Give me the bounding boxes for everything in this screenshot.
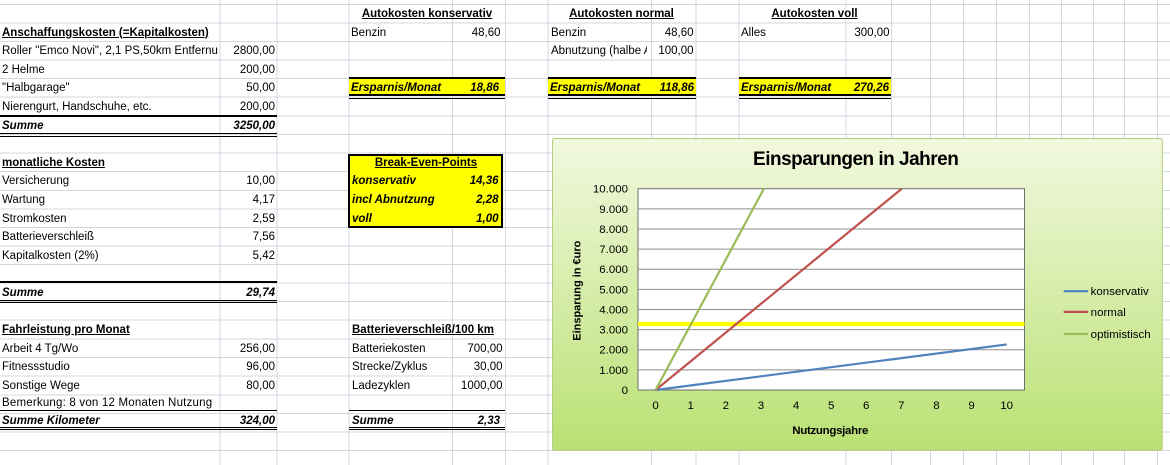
svg-text:Einsparungen in Jahren: Einsparungen in Jahren bbox=[753, 149, 958, 170]
svg-text:6: 6 bbox=[863, 400, 869, 412]
svg-text:9.000: 9.000 bbox=[599, 204, 628, 216]
svg-text:normal: normal bbox=[1090, 307, 1125, 319]
svg-text:3: 3 bbox=[758, 400, 764, 412]
svg-text:4: 4 bbox=[793, 400, 800, 412]
svg-text:5: 5 bbox=[828, 400, 834, 412]
svg-text:1: 1 bbox=[687, 400, 693, 412]
svg-text:2.000: 2.000 bbox=[599, 345, 628, 357]
svg-text:10: 10 bbox=[1000, 400, 1013, 412]
svg-text:optimistisch: optimistisch bbox=[1090, 329, 1150, 341]
svg-text:Einsparung in €uro: Einsparung in €uro bbox=[572, 241, 584, 341]
svg-text:3.000: 3.000 bbox=[599, 325, 628, 337]
svg-text:konservativ: konservativ bbox=[1090, 286, 1148, 298]
svg-text:6.000: 6.000 bbox=[599, 265, 628, 277]
svg-text:2: 2 bbox=[722, 400, 728, 412]
svg-text:9: 9 bbox=[968, 400, 974, 412]
svg-text:7: 7 bbox=[898, 400, 904, 412]
svg-text:8: 8 bbox=[933, 400, 939, 412]
svg-text:0: 0 bbox=[621, 385, 627, 397]
svg-text:1.000: 1.000 bbox=[599, 365, 628, 377]
svg-text:Nutzungsjahre: Nutzungsjahre bbox=[792, 425, 868, 437]
svg-text:5.000: 5.000 bbox=[599, 285, 628, 297]
svg-text:4.000: 4.000 bbox=[599, 305, 628, 317]
svg-text:0: 0 bbox=[652, 400, 658, 412]
svg-text:7.000: 7.000 bbox=[599, 244, 628, 256]
svg-text:10.000: 10.000 bbox=[593, 184, 628, 196]
svg-text:8.000: 8.000 bbox=[599, 224, 628, 236]
